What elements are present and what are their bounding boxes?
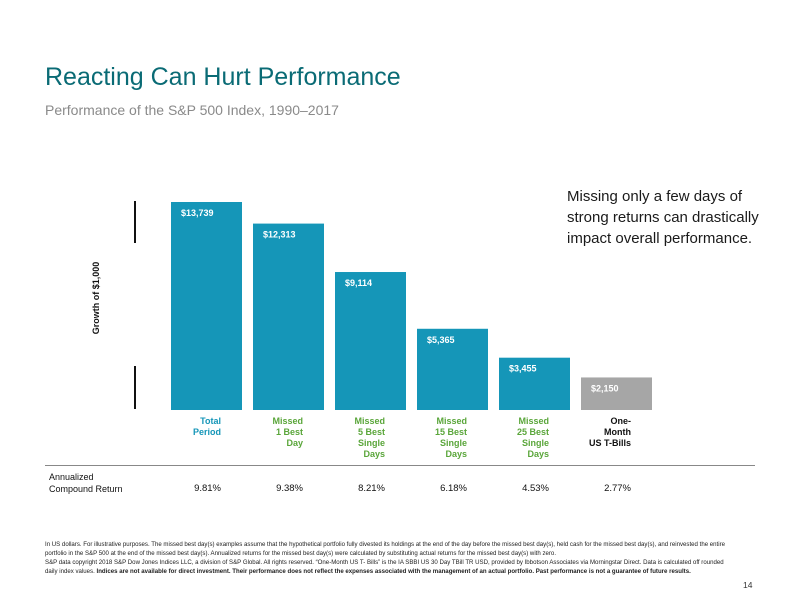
bar-value-label-5: $2,150 <box>591 383 619 393</box>
category-label-4: Missed 25 Best Single Days <box>516 416 549 459</box>
return-value-3: 6.18% <box>440 483 467 494</box>
category-label-1: Missed 1 Best Day <box>272 416 303 448</box>
return-value-2: 8.21% <box>358 483 385 494</box>
return-value-1: 9.38% <box>276 483 303 494</box>
page-subtitle: Performance of the S&P 500 Index, 1990–2… <box>45 102 339 118</box>
category-label-3: Missed 15 Best Single Days <box>434 416 467 459</box>
page-number: 14 <box>743 580 753 590</box>
y-axis-bracket-top <box>134 201 136 243</box>
bar-value-label-4: $3,455 <box>509 364 537 374</box>
bar-4 <box>499 357 570 410</box>
bar-1 <box>253 223 324 410</box>
bar-value-label-1: $12,313 <box>263 230 296 240</box>
bar-0 <box>171 202 242 410</box>
category-label-2: Missed 5 Best Single Days <box>354 416 385 459</box>
returns-divider <box>45 465 755 466</box>
category-label-5: One- Month US T-Bills <box>588 416 631 448</box>
bar-value-label-3: $5,365 <box>427 335 455 345</box>
category-label-0: Total Period <box>192 416 221 437</box>
callout-text: Missing only a few days of strong return… <box>567 188 759 247</box>
footnote-disclaimer: In US dollars. For illustrative purposes… <box>45 541 726 557</box>
bar-5 <box>581 377 652 410</box>
returns-row-label: Annualized Compound Return <box>49 472 123 494</box>
y-axis-bracket-bottom <box>134 366 136 409</box>
footnote-source-text: S&P data copyright 2018 S&P Dow Jones In… <box>45 559 724 575</box>
bar-value-label-0: $13,739 <box>181 208 214 218</box>
page-title: Reacting Can Hurt Performance <box>45 63 401 91</box>
bar-2 <box>335 272 406 410</box>
footnote-source: S&P data copyright 2018 S&P Dow Jones In… <box>45 558 735 576</box>
footnote: In US dollars. For illustrative purposes… <box>45 540 735 576</box>
return-value-0: 9.81% <box>194 483 221 494</box>
return-value-5: 2.77% <box>604 483 631 494</box>
footnote-source-bold: Indices are not available for direct inv… <box>96 568 691 575</box>
return-value-4: 4.53% <box>522 483 549 494</box>
bar-value-label-2: $9,114 <box>345 278 372 288</box>
bar-3 <box>417 328 488 410</box>
